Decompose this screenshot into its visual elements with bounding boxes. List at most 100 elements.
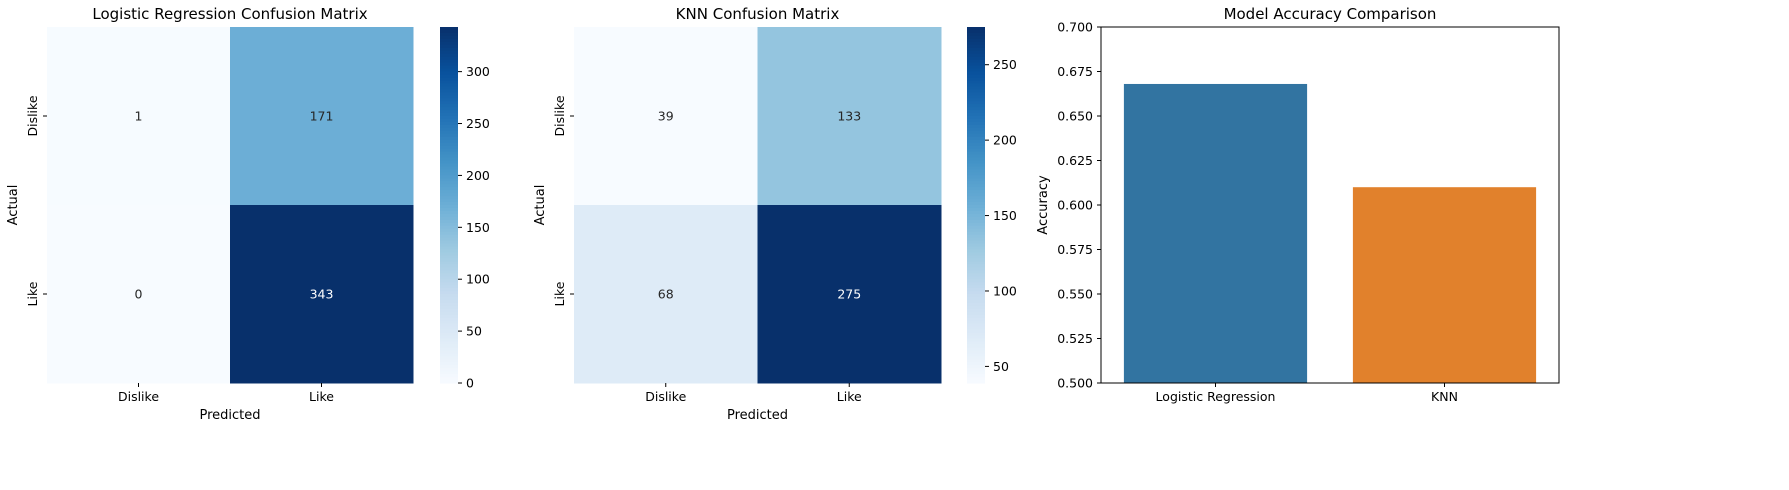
x-axis-label: Predicted <box>199 408 260 423</box>
colorbar-segment <box>440 205 458 209</box>
colorbar-segment <box>967 202 985 206</box>
colorbar-tick-label: 300 <box>466 64 490 79</box>
colorbar-segment <box>967 344 985 348</box>
colorbar-segment <box>967 285 985 289</box>
colorbar-segment <box>440 329 458 334</box>
colorbar-segment <box>440 74 458 79</box>
colorbar-segment <box>440 38 458 43</box>
colorbar-segment <box>967 279 985 283</box>
colorbar-segment <box>967 121 985 126</box>
colorbar-segment <box>967 267 985 271</box>
accuracy-bar <box>1352 187 1537 383</box>
colorbar-segment <box>967 136 985 141</box>
colorbar-segment <box>967 350 985 354</box>
colorbar: 0 50 100 150 200 250 300 <box>440 27 490 391</box>
colorbar-segment <box>967 148 985 153</box>
colorbar-segment <box>440 121 458 126</box>
colorbar-segment <box>967 332 985 337</box>
colorbar-segment <box>440 160 458 165</box>
colorbar-segment <box>440 252 458 257</box>
colorbar-segment <box>967 160 985 165</box>
colorbar-segment <box>967 83 985 87</box>
colorbar-segment <box>967 294 985 298</box>
colorbar-segment <box>967 338 985 343</box>
colorbar-segment <box>967 270 985 274</box>
colorbar-segment <box>440 178 458 182</box>
colorbar-segment <box>967 347 985 351</box>
colorbar-segment <box>440 65 458 70</box>
colorbar-segment <box>440 136 458 141</box>
colorbar-segment <box>440 326 458 331</box>
colorbar-segment <box>967 95 985 99</box>
colorbar-segment <box>967 273 985 277</box>
x-tick-label: Dislike <box>118 389 159 404</box>
confusion-matrix-knn: 39 133 68 275 Dislike Like Dislike Like Predicte… <box>533 5 1017 423</box>
colorbar-segment <box>967 353 985 357</box>
colorbar-segment <box>440 62 458 67</box>
colorbar-tick-label: 200 <box>466 168 490 183</box>
colorbar-segment <box>440 350 458 354</box>
colorbar-segment <box>967 311 985 316</box>
colorbar-segment <box>440 240 458 245</box>
heatmap-cell <box>574 205 758 384</box>
colorbar-segment <box>440 225 458 230</box>
colorbar-segment <box>440 362 458 366</box>
colorbar-segment <box>967 56 985 61</box>
colorbar-segment <box>967 118 985 123</box>
cell-value-label: 343 <box>310 287 334 302</box>
colorbar-segment <box>440 380 458 384</box>
colorbar-segment <box>967 228 985 233</box>
colorbar-segment <box>440 145 458 150</box>
colorbar-tick-label: 50 <box>466 324 482 339</box>
colorbar-segment <box>440 258 458 262</box>
colorbar-segment <box>967 107 985 111</box>
colorbar-segment <box>967 145 985 150</box>
y-axis-label: Actual <box>6 185 21 226</box>
colorbar-segment <box>967 264 985 268</box>
colorbar-tick-label: 150 <box>466 220 490 235</box>
colorbar-segment <box>967 181 985 185</box>
colorbar-segment <box>440 169 458 173</box>
colorbar-segment <box>440 151 458 156</box>
colorbar-segment <box>967 288 985 292</box>
y-tick-label: 0.675 <box>1057 64 1093 79</box>
colorbar-segment <box>967 178 985 182</box>
colorbar-segment <box>967 365 985 369</box>
colorbar-segment <box>967 74 985 79</box>
colorbar-segment <box>967 335 985 340</box>
colorbar-segment <box>967 308 985 313</box>
colorbar-segment <box>440 35 458 40</box>
colorbar-segment <box>440 101 458 105</box>
colorbar-segment <box>967 139 985 144</box>
colorbar-segment <box>440 341 458 346</box>
colorbar-segment <box>440 181 458 185</box>
heatmap-cell <box>47 27 231 206</box>
colorbar-segment <box>967 341 985 346</box>
colorbar-segment <box>967 323 985 328</box>
colorbar-segment <box>967 175 985 179</box>
heatmap-cell <box>757 27 942 206</box>
colorbar-segment <box>440 344 458 348</box>
colorbar-segment <box>967 89 985 93</box>
colorbar-segment <box>967 234 985 239</box>
colorbar-segment <box>967 305 985 310</box>
colorbar-segment <box>967 77 985 81</box>
colorbar-tick-label: 150 <box>993 208 1017 223</box>
colorbar-segment <box>967 68 985 73</box>
cell-value-label: 1 <box>135 109 143 124</box>
colorbar-tick-label: 250 <box>993 57 1017 72</box>
colorbar-segment <box>440 228 458 233</box>
cell-value-label: 171 <box>310 109 334 124</box>
colorbar-segment <box>967 237 985 242</box>
colorbar-segment <box>440 47 458 52</box>
colorbar-segment <box>967 246 985 251</box>
colorbar-segment <box>440 219 458 224</box>
y-tick-label: Dislike <box>25 95 40 136</box>
y-tick-label: 0.575 <box>1057 242 1093 257</box>
x-tick-label: Dislike <box>645 389 686 404</box>
heatmap-cell <box>230 27 414 206</box>
colorbar-segment <box>440 347 458 351</box>
cell-value-label: 275 <box>837 287 861 302</box>
colorbar-segment <box>967 142 985 147</box>
chart-title: KNN Confusion Matrix <box>676 5 840 23</box>
